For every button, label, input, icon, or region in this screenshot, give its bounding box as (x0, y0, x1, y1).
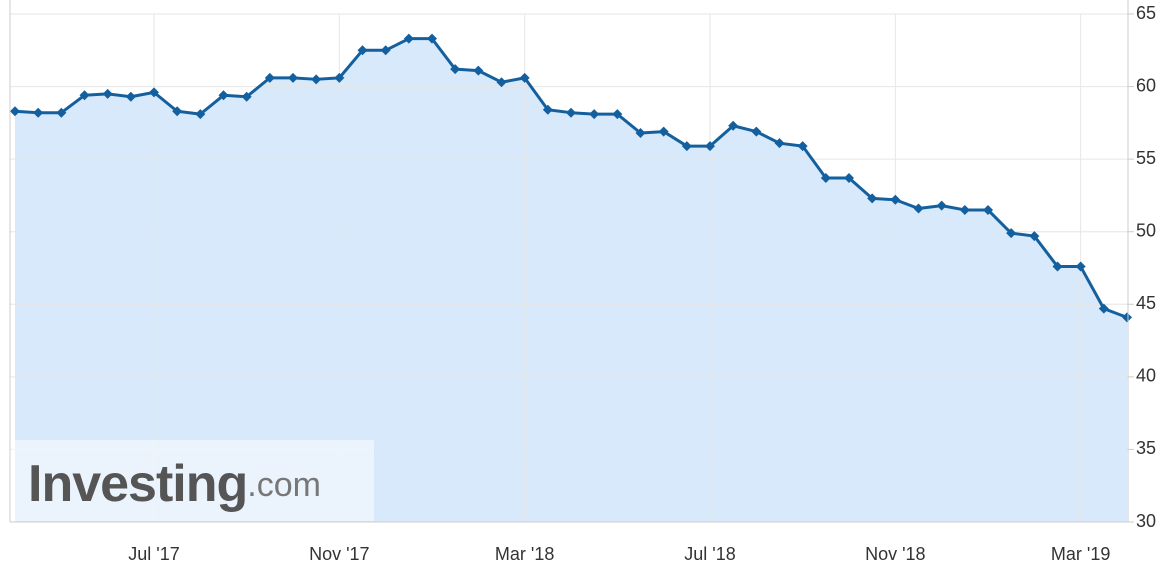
marker (728, 120, 739, 131)
marker (983, 204, 993, 215)
watermark: Investing.com (11, 440, 374, 521)
x-tick-label: Nov '17 (309, 544, 369, 564)
y-tick-label: 50 (1136, 220, 1156, 240)
marker (496, 77, 507, 88)
marker (288, 72, 298, 83)
x-tick-label: Jul '17 (128, 544, 179, 564)
watermark-box (11, 440, 374, 521)
marker (1006, 228, 1017, 239)
marker (635, 128, 646, 139)
marker (380, 45, 391, 56)
x-tick-label: Mar '19 (1051, 544, 1110, 564)
marker (1029, 231, 1040, 242)
watermark-brand: Investing (28, 455, 247, 513)
y-tick-label: 40 (1136, 366, 1156, 386)
y-tick-label: 60 (1136, 75, 1156, 95)
y-tick-label: 45 (1136, 293, 1156, 313)
marker (1052, 261, 1063, 272)
x-tick-label: Jul '18 (684, 544, 735, 564)
marker (542, 104, 553, 115)
marker (33, 107, 44, 118)
marker (1098, 303, 1109, 314)
marker (241, 91, 252, 102)
marker (913, 203, 924, 214)
marker (102, 88, 113, 99)
marker (612, 109, 623, 120)
marker (56, 107, 67, 118)
marker (403, 33, 414, 44)
marker (566, 107, 576, 118)
marker (867, 193, 878, 204)
marker (1122, 312, 1132, 323)
marker (936, 200, 947, 211)
marker (172, 106, 183, 117)
marker (519, 72, 530, 83)
y-tick-label: 30 (1136, 511, 1156, 531)
marker (705, 141, 715, 152)
marker (751, 126, 762, 137)
marker (589, 109, 600, 120)
marker (264, 72, 275, 83)
marker (195, 109, 206, 120)
marker (844, 173, 854, 184)
marker (1075, 261, 1086, 272)
y-tick-label: 35 (1136, 438, 1156, 458)
marker (797, 141, 808, 152)
marker (450, 64, 461, 75)
marker (334, 72, 345, 83)
marker (357, 45, 368, 56)
marker (125, 91, 136, 102)
marker (427, 33, 437, 44)
x-tick-label: Mar '18 (495, 544, 554, 564)
x-tick-label: Nov '18 (865, 544, 925, 564)
marker (959, 204, 970, 215)
marker (79, 90, 90, 101)
marker (10, 106, 20, 117)
marker (473, 65, 484, 76)
marker (658, 126, 669, 137)
watermark-text: Investing.com (28, 455, 321, 513)
y-tick-label: 55 (1136, 148, 1156, 168)
marker (311, 74, 322, 85)
marker (774, 138, 785, 149)
marker (149, 87, 159, 98)
marker (681, 141, 692, 152)
y-tick-label: 65 (1136, 3, 1156, 23)
marker (820, 173, 831, 184)
watermark-suffix: .com (247, 466, 321, 504)
marker (890, 194, 901, 205)
marker (218, 90, 229, 101)
